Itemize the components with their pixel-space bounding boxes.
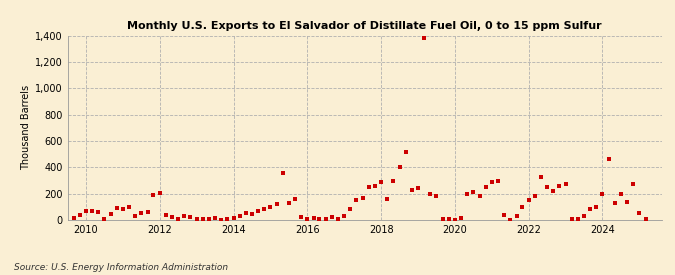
Point	[394, 165, 405, 170]
Point	[548, 189, 559, 193]
Point	[535, 175, 546, 179]
Point	[450, 218, 460, 222]
Point	[246, 212, 257, 216]
Point	[566, 216, 577, 221]
Point	[321, 217, 331, 221]
Point	[117, 207, 128, 212]
Point	[603, 157, 614, 162]
Point	[431, 194, 442, 199]
Point	[136, 211, 146, 216]
Point	[578, 214, 589, 218]
Point	[210, 216, 221, 221]
Point	[68, 216, 79, 220]
Point	[382, 197, 393, 201]
Point	[425, 191, 435, 196]
Point	[554, 184, 565, 188]
Point	[468, 190, 479, 195]
Point	[364, 185, 375, 189]
Point	[640, 216, 651, 221]
Point	[505, 218, 516, 222]
Point	[148, 193, 159, 197]
Point	[87, 208, 98, 213]
Point	[443, 217, 454, 222]
Point	[560, 182, 571, 187]
Point	[456, 216, 466, 220]
Point	[530, 194, 541, 199]
Point	[50, 207, 61, 212]
Point	[130, 214, 140, 218]
Point	[388, 178, 399, 183]
Point	[203, 217, 214, 222]
Y-axis label: Thousand Barrels: Thousand Barrels	[21, 85, 31, 170]
Point	[499, 213, 510, 217]
Point	[511, 214, 522, 218]
Point	[339, 214, 350, 218]
Point	[357, 196, 368, 200]
Point	[124, 205, 134, 209]
Point	[185, 215, 196, 219]
Point	[597, 191, 608, 196]
Point	[179, 214, 190, 218]
Point	[351, 198, 362, 202]
Point	[327, 215, 338, 219]
Point	[80, 209, 91, 214]
Point	[228, 216, 239, 220]
Point	[161, 213, 171, 217]
Point	[462, 191, 472, 196]
Point	[616, 191, 626, 196]
Point	[92, 210, 103, 214]
Point	[406, 188, 417, 192]
Point	[610, 201, 620, 205]
Point	[542, 185, 553, 189]
Point	[369, 184, 380, 188]
Point	[216, 218, 227, 222]
Point	[517, 205, 528, 209]
Point	[308, 216, 319, 220]
Point	[376, 180, 387, 184]
Point	[56, 211, 67, 215]
Point	[437, 216, 448, 221]
Text: Source: U.S. Energy Information Administration: Source: U.S. Energy Information Administ…	[14, 263, 227, 272]
Point	[99, 217, 110, 222]
Point	[628, 182, 639, 187]
Point	[314, 217, 325, 222]
Point	[523, 198, 534, 202]
Point	[585, 207, 596, 212]
Point	[475, 194, 485, 199]
Point	[167, 214, 178, 219]
Point	[345, 207, 356, 212]
Point	[74, 213, 85, 217]
Point	[222, 217, 233, 222]
Point	[290, 197, 300, 201]
Point	[572, 217, 583, 222]
Point	[259, 207, 269, 212]
Title: Monthly U.S. Exports to El Salvador of Distillate Fuel Oil, 0 to 15 ppm Sulfur: Monthly U.S. Exports to El Salvador of D…	[127, 21, 602, 31]
Point	[105, 212, 116, 216]
Point	[173, 216, 184, 221]
Point	[333, 216, 344, 221]
Point	[400, 149, 411, 154]
Point	[634, 211, 645, 216]
Point	[111, 206, 122, 210]
Point	[296, 215, 306, 219]
Point	[493, 178, 504, 183]
Point	[265, 205, 276, 209]
Point	[271, 202, 282, 207]
Point	[277, 170, 288, 175]
Point	[480, 185, 491, 189]
Point	[591, 205, 601, 209]
Point	[191, 217, 202, 222]
Point	[142, 210, 153, 214]
Point	[240, 211, 251, 216]
Point	[412, 186, 423, 191]
Point	[419, 36, 430, 41]
Point	[198, 217, 209, 221]
Point	[155, 191, 165, 195]
Point	[487, 180, 497, 184]
Point	[253, 209, 264, 214]
Point	[622, 199, 632, 204]
Point	[284, 201, 294, 205]
Point	[302, 216, 313, 221]
Point	[234, 214, 245, 218]
